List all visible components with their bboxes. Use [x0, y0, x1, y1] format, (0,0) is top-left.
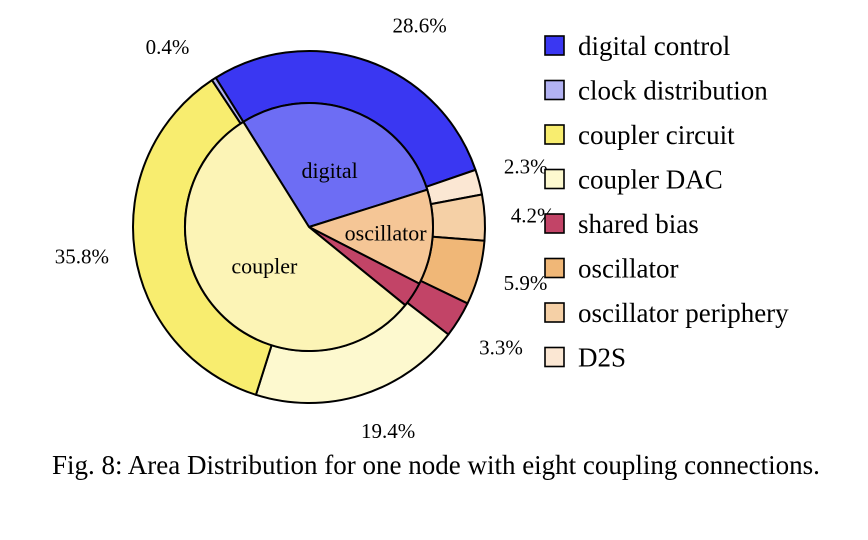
legend-swatch-d2s: [544, 346, 565, 368]
legend-label-oscillator-periphery: oscillator periphery: [578, 298, 789, 328]
legend-swatch-coupler-circuit: [544, 124, 565, 145]
legend: digital control clock distribution coupler…: [544, 31, 789, 373]
legend-label-shared-bias: shared bias: [578, 209, 699, 239]
outer-label-digital-control: 28.6%: [393, 13, 447, 37]
legend-swatch-shared-bias: [544, 213, 565, 234]
legend-swatch-oscillator: [544, 257, 565, 279]
outer-label-clock-distribution: 0.4%: [146, 35, 190, 59]
legend-label-oscillator: oscillator: [578, 254, 678, 284]
legend-label-digital-control: digital control: [578, 31, 730, 61]
legend-label-d2s: D2S: [578, 343, 626, 373]
legend-swatch-clock-distribution: [544, 79, 565, 101]
inner-slice-digital: [242, 102, 429, 228]
legend-label-clock-distribution: clock distribution: [578, 76, 768, 106]
figure-caption: Fig. 8: Area Distribution for one node w…: [52, 450, 820, 480]
legend-label-coupler-dac: coupler DAC: [578, 165, 723, 195]
legend-swatch-oscillator-periphery: [544, 302, 565, 323]
inner-ring: [184, 102, 434, 352]
inner-label-coupler: coupler: [231, 253, 298, 278]
outer-label-d2s: 2.3%: [504, 154, 548, 178]
outer-labels: 28.6%2.3%4.2%5.9%3.3%19.4%35.8%0.4%: [55, 13, 555, 440]
outer-ring: [132, 50, 486, 404]
inner-label-digital: digital: [301, 158, 357, 183]
outer-label-coupler-circuit: 35.8%: [55, 245, 109, 269]
outer-label-oscillator: 5.9%: [504, 271, 548, 295]
inner-labels: digital oscillator coupler: [231, 158, 427, 278]
inner-slice-coupler: [184, 120, 407, 352]
area-distribution-chart: 28.6%2.3%4.2%5.9%3.3%19.4%35.8%0.4% digi…: [55, 13, 789, 440]
legend-label-coupler-circuit: coupler circuit: [578, 120, 735, 150]
legend-swatch-coupler-dac: [544, 168, 565, 190]
outer-label-coupler-dac: 19.4%: [361, 419, 415, 440]
inner-slice-oscillator: [308, 188, 434, 285]
legend-swatch-digital-control: [544, 35, 565, 56]
outer-label-shared-bias: 3.3%: [479, 335, 523, 359]
inner-label-oscillator: oscillator: [345, 220, 428, 245]
